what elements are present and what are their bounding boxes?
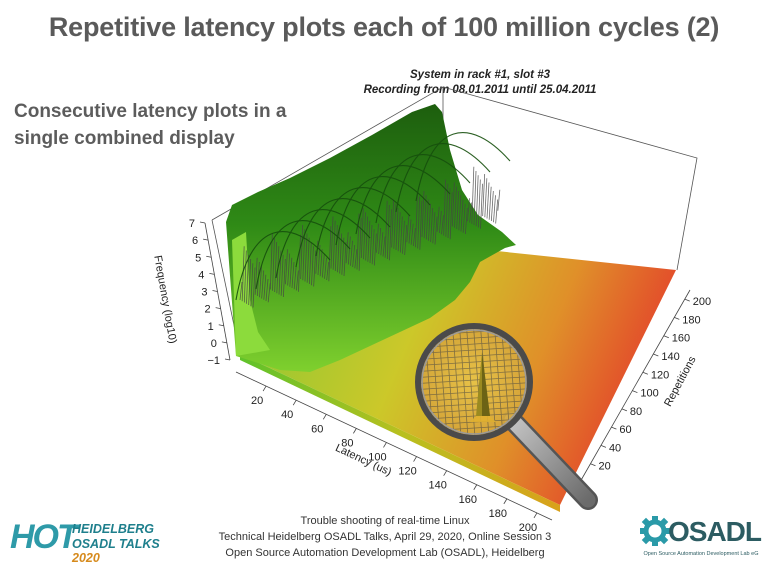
x-tick-label: 60	[311, 423, 323, 435]
y-tick-mark	[621, 408, 628, 412]
z-tick-label: 1	[208, 321, 214, 333]
x-tick-label: 20	[251, 395, 263, 407]
z-tick-label: 5	[195, 252, 201, 264]
gear-icon	[640, 516, 670, 546]
y-tick-mark	[632, 390, 638, 393]
z-tick-mark	[218, 324, 224, 327]
y-tick-label: 80	[630, 406, 642, 418]
y-tick-mark	[653, 353, 659, 357]
x-tick-mark	[262, 385, 267, 392]
y-tick-label: 140	[661, 351, 679, 363]
y-tick-mark	[684, 298, 690, 302]
z-tick-label: 2	[205, 304, 211, 316]
footer-line-3: Open Source Automation Development Lab (…	[225, 547, 545, 559]
osadl-wordmark: OSADL	[668, 516, 762, 547]
y-tick-mark	[674, 317, 680, 320]
z-tick-label: −1	[207, 355, 220, 367]
y-tick-label: 20	[598, 461, 610, 473]
z-tick-label: 4	[198, 269, 204, 281]
z-tick-label: 6	[192, 235, 198, 247]
x-tick-label: 140	[428, 480, 446, 492]
z-axis: −1 0 1 2 3 4 5 6 7 Frequency (log10)	[151, 218, 231, 367]
x-tick-mark	[383, 442, 387, 448]
x-tick-mark	[443, 470, 448, 476]
hot-logo-line-2: OSADL TALKS 2020	[72, 537, 185, 565]
osadl-subtitle: Open Source Automation Development Lab e…	[643, 551, 759, 557]
z-tick-mark	[209, 272, 215, 275]
slide-title: Repetitive latency plots each of 100 mil…	[48, 12, 720, 42]
y-tick-mark	[642, 371, 649, 375]
hot-heidelberg-logo: HOT HEIDELBERG OSADL TALKS 2020	[10, 518, 185, 565]
plot-title-line-2: Recording from 08.01.2011 until 25.04.20…	[363, 84, 597, 96]
slide-subtitle: Consecutive latency plots in a single co…	[14, 98, 314, 152]
z-tick-mark	[215, 307, 221, 310]
y-tick-label: 180	[682, 314, 700, 326]
x-tick-mark	[292, 399, 297, 406]
z-axis-label: Frequency (log10)	[151, 254, 178, 344]
y-tick-mark	[611, 426, 617, 430]
plot-front-wall	[240, 354, 560, 512]
y-tick-label: 100	[640, 388, 658, 400]
surface-mass	[226, 104, 516, 372]
z-tick-mark	[221, 341, 227, 344]
y-tick-mark	[663, 335, 669, 339]
y-tick-label: 120	[651, 369, 669, 381]
z-tick-mark	[224, 358, 231, 361]
x-tick-mark	[322, 414, 327, 420]
y-tick-label: 60	[619, 424, 631, 436]
z-tick-mark	[203, 238, 209, 241]
plot-title: System in rack #1, slot #3 Recording fro…	[300, 68, 660, 98]
hot-logo-line-1: HEIDELBERG	[72, 522, 154, 536]
x-tick-mark	[353, 428, 357, 434]
x-tick-mark	[413, 456, 417, 462]
footer: Trouble shooting of real-time Linux Tech…	[200, 513, 570, 561]
subtitle-line-1: Consecutive latency plots in a	[14, 101, 287, 122]
x-tick-mark	[533, 512, 538, 519]
footer-line-2: Technical Heidelberg OSADL Talks, April …	[218, 531, 552, 543]
z-tick-mark	[199, 221, 206, 224]
plot-title-line-1: System in rack #1, slot #3	[410, 69, 550, 81]
z-tick-mark	[212, 290, 218, 292]
osadl-logo: OSADL Open Source Automation Development…	[640, 514, 762, 564]
y-tick-label: 40	[609, 442, 621, 454]
x-tick-label: 180	[489, 508, 507, 520]
x-tick-label: 40	[281, 409, 293, 421]
x-tick-label: 80	[341, 437, 353, 449]
z-tick-label: 3	[201, 287, 207, 299]
z-tick-label: 0	[211, 338, 217, 350]
x-tick-label: 200	[519, 522, 537, 534]
hot-logo-mark: HOT	[10, 518, 78, 556]
x-tick-label: 100	[368, 451, 386, 463]
x-tick-mark	[473, 484, 478, 490]
subtitle-line-2: single combined display	[14, 128, 235, 149]
x-tick-mark	[503, 498, 508, 505]
y-tick-label: 200	[693, 296, 711, 308]
z-tick-label: 7	[189, 218, 195, 230]
z-tick-mark	[206, 255, 212, 258]
y-tick-label: 160	[672, 333, 690, 345]
footer-line-1: Trouble shooting of real-time Linux	[300, 515, 470, 527]
hot-logo-talks: OSADL TALKS	[72, 537, 160, 551]
y-tick-mark	[590, 463, 596, 467]
y-tick-mark	[600, 445, 607, 448]
hot-logo-year: 2020	[72, 551, 100, 565]
x-tick-label: 120	[398, 466, 416, 478]
x-tick-label: 160	[459, 494, 477, 506]
